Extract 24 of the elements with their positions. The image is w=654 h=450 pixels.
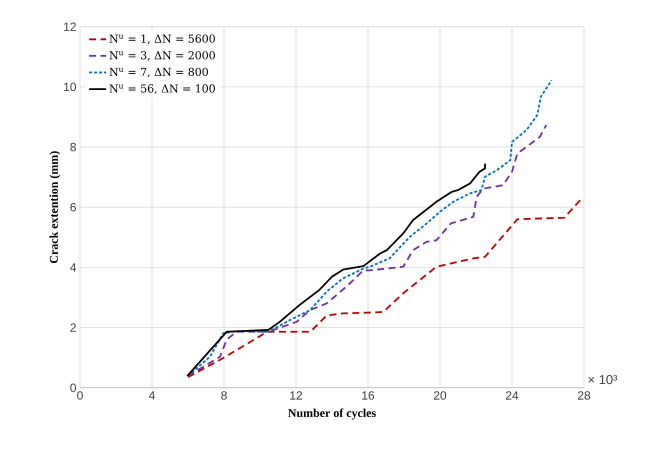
- x-tick-label: 28: [578, 391, 590, 400]
- y-axis-title: Crack extention (mm): [49, 151, 60, 264]
- y-tick-label: 2: [70, 323, 76, 332]
- legend-label: N$^{u}$ = 1, ΔN = 5600: [110, 34, 215, 44]
- x-tick-label: 0: [77, 391, 83, 400]
- y-tick-label: 8: [70, 142, 76, 152]
- y-tick-label: 6: [70, 202, 76, 212]
- x-tick-label: 4: [148, 391, 155, 400]
- y-tick-label: 4: [70, 263, 76, 272]
- y-tick-label: 10: [64, 82, 76, 92]
- legend-label: N$^{u}$ = 7, ΔN = 800: [110, 68, 208, 78]
- x-tick-label: 20: [434, 391, 446, 400]
- x-tick-label: 8: [221, 391, 227, 400]
- y-tick-label: 0: [70, 383, 76, 392]
- legend-label: N$^{u}$ = 3, ΔN = 2000: [110, 51, 215, 61]
- line-series: [187, 124, 548, 377]
- x-tick-label: 12: [290, 391, 302, 400]
- x-tick-label: 16: [362, 391, 374, 400]
- x-tick-label: 24: [506, 391, 518, 400]
- line-series: [186, 162, 486, 377]
- x-axis-title: Number of cycles: [288, 408, 376, 420]
- legend-label: N$^{u}$ = 56, ΔN = 100: [110, 84, 215, 94]
- y-tick-label: 12: [64, 22, 76, 31]
- text: × 10³: [588, 375, 618, 384]
